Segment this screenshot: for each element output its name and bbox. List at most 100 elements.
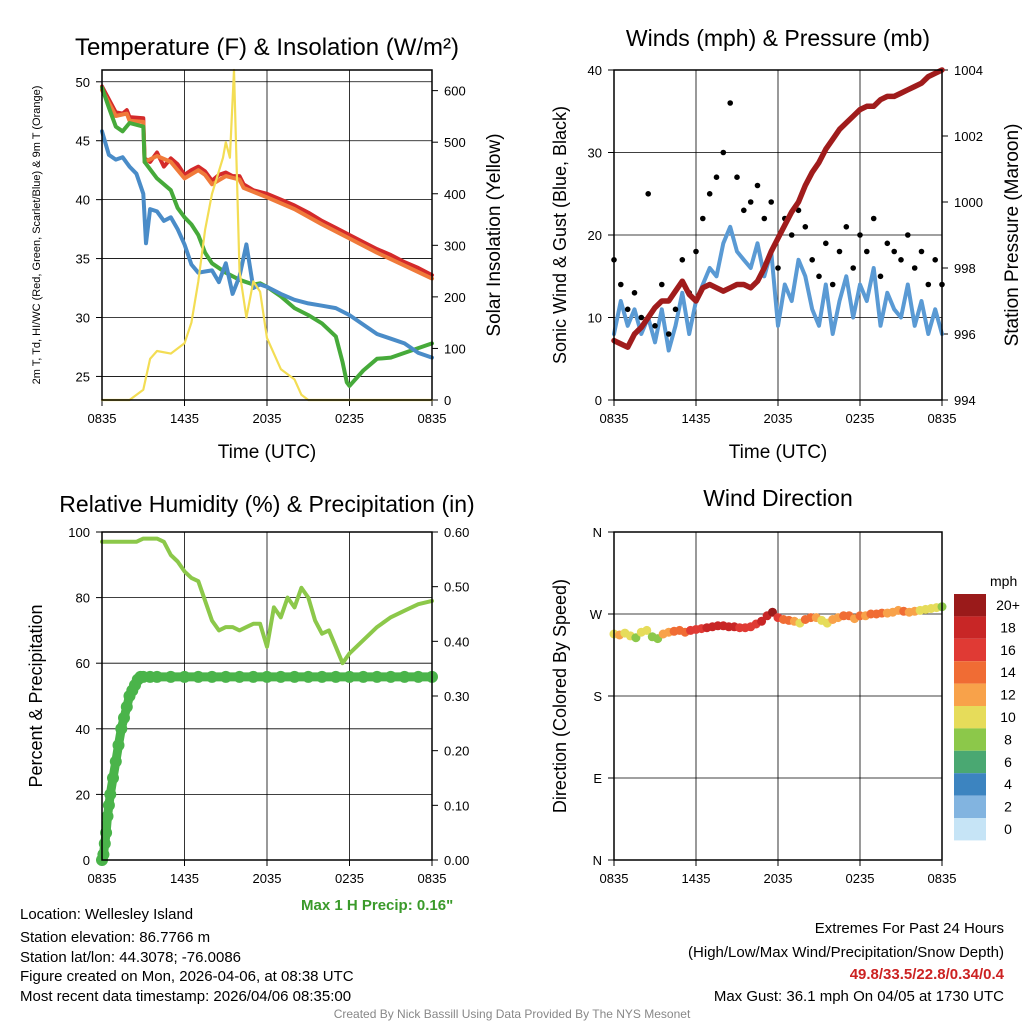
temp-xtick-label: 0835 [418, 411, 447, 426]
winddir-title: Wind Direction [703, 485, 853, 511]
rh-relative-humidity [100, 536, 434, 666]
rh-ytick-right-label: 0.10 [444, 798, 469, 813]
colorbar-swatch [954, 594, 986, 617]
winds-ytick-right-label: 998 [954, 261, 976, 276]
winds-wind-gust-point [679, 257, 686, 263]
winds-wind-gust-point [631, 290, 638, 296]
colorbar-label: 16 [1000, 642, 1016, 658]
temp-ytick-right-label: 300 [444, 238, 466, 253]
winds-ytick-right-label: 1004 [954, 63, 983, 78]
winds-title: Winds (mph) & Pressure (mb) [626, 25, 930, 51]
rh-frame [101, 531, 433, 861]
rh-accumulated-precipitation-point [288, 670, 301, 683]
temp-ytick-right-label: 600 [444, 84, 466, 99]
rh-ytick-right-label: 0.40 [444, 634, 469, 649]
winds-xtick-label: 0235 [846, 411, 875, 426]
winds-wind-gust-point [775, 265, 781, 271]
rh-ytick-label: 80 [76, 591, 90, 606]
winddir-point [768, 607, 777, 617]
winds-wind-gust-point [829, 281, 836, 288]
winds-ylabel: Sonic Wind & Gust (Blue, Black) [550, 106, 570, 364]
winds-wind-gust-point [754, 182, 761, 189]
winds-wind-gust-point [850, 265, 856, 271]
winds-xtick-label: 0835 [928, 411, 957, 426]
rh-ytick-label: 60 [76, 656, 90, 671]
colorbar-label: 4 [1004, 776, 1012, 792]
temp-ytick-right-label: 400 [444, 187, 466, 202]
winds-wind-gust-point [809, 257, 815, 263]
winds-wind-gust-point [747, 199, 754, 205]
winds-ytick-label: 40 [588, 63, 602, 78]
temp-frame [101, 69, 433, 401]
winds-frame [613, 69, 943, 401]
winds-wind-gust-point [870, 215, 877, 222]
winds-wind-gust-point [727, 100, 733, 106]
extremes-heading: Extremes For Past 24 Hours [814, 920, 1004, 937]
temp-ytick-right-label: 0 [444, 393, 451, 408]
winds-wind-gust-point [857, 232, 863, 238]
winddir-xtick-label: 1435 [682, 871, 711, 886]
winds-wind-gust-point [884, 240, 891, 247]
rh-accumulated-precipitation-point [316, 670, 328, 683]
credit-label: Created By Nick Bassill Using Data Provi… [333, 1007, 691, 1021]
temp-xtick-label: 2035 [253, 411, 282, 426]
winds-wind-gust-point [816, 273, 822, 280]
colorbar-swatch [954, 728, 986, 751]
temp-xlabel: Time (UTC) [218, 442, 317, 463]
max-gust-label: Max Gust: 36.1 mph On 04/05 at 1730 UTC [713, 988, 1004, 1005]
winds-ytick-right-label: 1002 [954, 129, 983, 144]
temp-ytick-label: 45 [76, 134, 90, 149]
temp-wind-chill [100, 129, 434, 360]
rh-accumulated-precipitation-point [98, 837, 111, 850]
extremes-subheading: (High/Low/Max Wind/Precipitation/Snow De… [688, 944, 1004, 961]
winds-station-pressure [611, 67, 945, 350]
extremes-values: 49.8/33.5/22.8/0.34/0.4 [849, 966, 1004, 983]
temp-xtick-label: 0835 [88, 411, 117, 426]
winds-wind-gust-point [761, 215, 768, 222]
temp-ytick-label: 25 [76, 369, 90, 384]
winds-ytick-label: 10 [588, 311, 602, 326]
colorbar-label: 10 [1000, 709, 1016, 725]
max-precip-annotation: Max 1 H Precip: 0.16" [301, 897, 454, 914]
winds-wind-gust-point [905, 232, 911, 238]
temp-xtick-label: 1435 [170, 411, 199, 426]
winddir-ytick-label: N [593, 853, 602, 868]
rh-accumulated-precipitation-point [192, 670, 205, 683]
winds-wind-gust-point [795, 207, 802, 214]
rh-accumulated-precipitation-point [151, 670, 163, 683]
rh-accumulated-precipitation-point [120, 700, 133, 713]
colorbar-label: 18 [1000, 619, 1016, 635]
colorbar-label: 12 [1000, 687, 1016, 703]
winds-wind-gust-point [645, 191, 651, 197]
winds-wind-gust-point [659, 281, 665, 288]
rh-accumulated-precipitation-point [107, 772, 119, 784]
rh-ytick-label: 40 [76, 722, 90, 737]
rh-ytick-right-label: 0.30 [444, 689, 469, 704]
winds-wind-gust-point [802, 224, 809, 230]
colorbar-swatch [954, 661, 986, 684]
rh-accumulated-precipitation-point [115, 722, 128, 735]
rh-xtick-label: 2035 [253, 871, 282, 886]
elevation-label: Station elevation: 86.7766 m [20, 929, 211, 946]
winddir-point [757, 616, 767, 626]
rh-accumulated-precipitation-point [100, 826, 113, 839]
winds-wind-gust-point [706, 191, 713, 197]
rh-ylabel: Percent & Precipitation [26, 604, 46, 787]
colorbar-unit: mph [990, 573, 1017, 589]
rh-xtick-label: 0835 [88, 871, 117, 886]
rh-accumulated-precipitation-point [371, 670, 383, 683]
winds-ytick-right-label: 996 [954, 327, 976, 342]
winds-wind-gust-point [836, 248, 843, 255]
colorbar-swatch [954, 773, 986, 796]
temp-xtick-label: 0235 [335, 411, 364, 426]
winds-ytick-label: 30 [588, 146, 602, 161]
rh-ytick-right-label: 0.20 [444, 744, 469, 759]
rh-accumulated-precipitation-point [104, 788, 117, 801]
winds-wind-gust-point [823, 240, 829, 247]
rh-accumulated-precipitation-point [178, 670, 191, 683]
rh-accumulated-precipitation-point [384, 670, 397, 683]
rh-accumulated-precipitation-point [357, 670, 370, 683]
rh-accumulated-precipitation-point [109, 755, 122, 768]
winds-wind-gust-point [741, 207, 747, 214]
